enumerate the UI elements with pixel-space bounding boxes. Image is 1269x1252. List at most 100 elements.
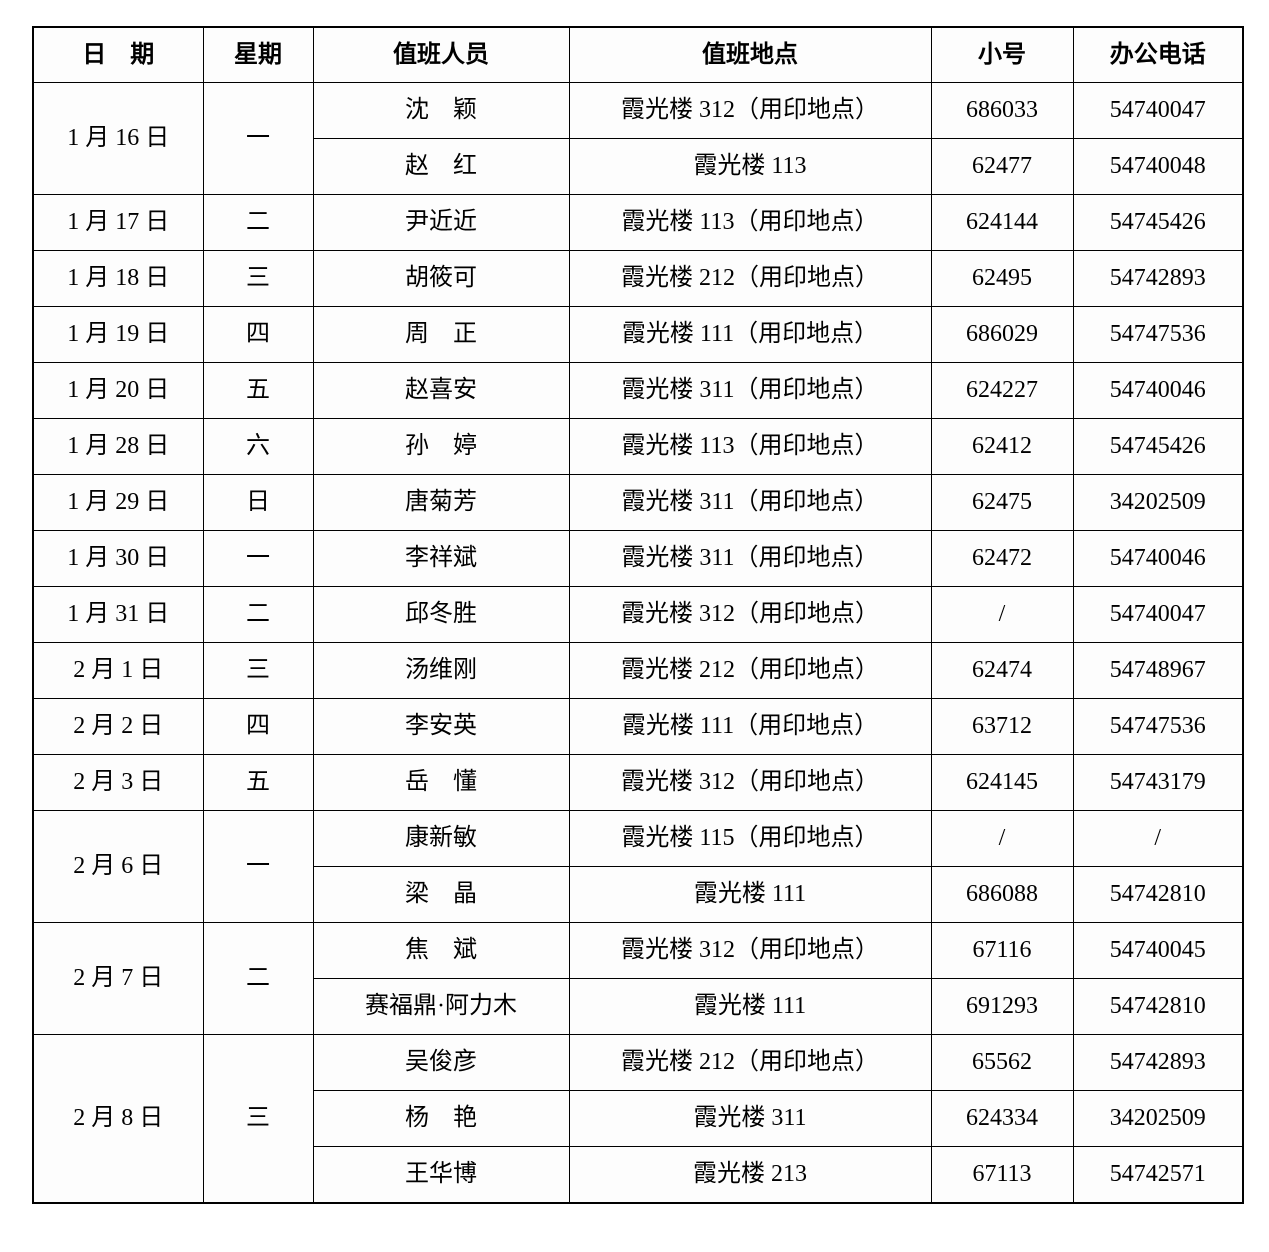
ext-cell: 67116	[930, 922, 1074, 979]
date-cell: 1 月 29 日	[32, 474, 204, 531]
date-cell: 2 月 3 日	[32, 754, 204, 811]
ext-cell: 67113	[930, 1146, 1074, 1204]
person-cell: 赵喜安	[312, 362, 570, 419]
duty-row: 2 月 7 日二焦 斌霞光楼 312（用印地点） 67116 54740045	[32, 922, 1244, 1035]
ext-cell: 624144	[930, 194, 1074, 251]
location-cell: 霞光楼 312（用印地点）	[568, 586, 932, 643]
duty-row: 杨 艳霞光楼 311 624334 34202509	[33, 1090, 1244, 1147]
date-cell: 1 月 19 日	[32, 306, 204, 363]
person-cell: 邱冬胜	[312, 586, 570, 643]
location-cell: 霞光楼 213	[568, 1146, 932, 1204]
phone-cell: 54747536	[1072, 306, 1244, 363]
weekday-cell: 四	[202, 698, 314, 755]
duty-row: 1 月 17 日二尹近近 霞光楼 113（用印地点） 624144 54745426	[32, 194, 1244, 251]
ext-cell: 624145	[930, 754, 1074, 811]
location-cell: 霞光楼 311（用印地点）	[568, 474, 932, 531]
duty-row: 2 月 2 日四李安英 霞光楼 111（用印地点） 63712 54747536	[32, 698, 1244, 755]
phone-cell: 54740048	[1072, 138, 1244, 195]
person-cell: 焦 斌	[312, 922, 570, 979]
ext-cell: 63712	[930, 698, 1074, 755]
weekday-cell: 三	[202, 250, 314, 307]
date-cell: 2 月 2 日	[32, 698, 204, 755]
duty-row: 赛福鼎·阿力木 霞光楼 111 691293 54742810	[33, 978, 1244, 1035]
weekday-cell: 一	[202, 530, 314, 587]
duty-row: 1 月 30 日一李祥斌 霞光楼 311（用印地点） 62472 54740046	[32, 530, 1244, 587]
location-cell: 霞光楼 113（用印地点）	[568, 418, 932, 475]
duty-row: 1 月 16 日一沈 颖霞光楼 312（用印地点） 686033 54740047	[32, 82, 1244, 195]
location-cell: 霞光楼 111	[568, 978, 932, 1035]
duty-row: 2 月 3 日五岳 懂霞光楼 312（用印地点） 624145 54743179	[32, 754, 1244, 811]
duty-row: 1 月 28 日六孙 婷霞光楼 113（用印地点） 62412 54745426	[32, 418, 1244, 475]
location-cell: 霞光楼 111（用印地点）	[568, 698, 932, 755]
weekday-cell: 六	[202, 418, 314, 475]
location-cell: 霞光楼 111（用印地点）	[568, 306, 932, 363]
weekday-cell: 二	[202, 922, 314, 1035]
duty-row: 王华博 霞光楼 213 67113 54742571	[33, 1146, 1244, 1204]
duty-row: 2 月 6 日一康新敏 霞光楼 115（用印地点） / /	[32, 810, 1244, 923]
location-cell: 霞光楼 113（用印地点）	[568, 194, 932, 251]
header-row: 日 期 星期 值班人员 值班地点 小号 办公电话	[32, 26, 1244, 83]
date-cell: 1 月 30 日	[32, 530, 204, 587]
weekday-cell: 日	[202, 474, 314, 531]
person-cell: 康新敏	[312, 810, 570, 867]
location-cell: 霞光楼 115（用印地点）	[568, 810, 932, 867]
person-cell: 沈 颖	[312, 82, 570, 139]
person-cell: 李祥斌	[312, 530, 570, 587]
ext-cell: 624334	[930, 1090, 1074, 1147]
col-header-ext: 小号	[930, 26, 1074, 83]
date-cell: 2 月 7 日	[32, 922, 204, 1035]
duty-row: 2 月 8 日三吴俊彦 霞光楼 212（用印地点） 65562 54742893	[32, 1034, 1244, 1204]
person-cell: 梁 晶	[312, 866, 570, 923]
location-cell: 霞光楼 312（用印地点）	[568, 82, 932, 139]
date-cell: 2 月 8 日	[32, 1034, 204, 1204]
location-cell: 霞光楼 212（用印地点）	[568, 642, 932, 699]
person-cell: 胡筱可	[312, 250, 570, 307]
person-cell: 吴俊彦	[312, 1034, 570, 1091]
person-cell: 赛福鼎·阿力木	[312, 978, 570, 1035]
ext-cell: 62472	[930, 530, 1074, 587]
location-cell: 霞光楼 311（用印地点）	[568, 530, 932, 587]
phone-cell: 54740047	[1072, 586, 1244, 643]
phone-cell: 54745426	[1072, 194, 1244, 251]
person-cell: 王华博	[312, 1146, 570, 1204]
person-cell: 唐菊芳	[312, 474, 570, 531]
phone-cell: 54740045	[1072, 922, 1244, 979]
phone-cell: 54743179	[1072, 754, 1244, 811]
date-cell: 2 月 1 日	[32, 642, 204, 699]
location-cell: 霞光楼 111	[568, 866, 932, 923]
location-cell: 霞光楼 311	[568, 1090, 932, 1147]
col-header-phone: 办公电话	[1072, 26, 1244, 83]
date-cell: 1 月 18 日	[32, 250, 204, 307]
location-cell: 霞光楼 312（用印地点）	[568, 922, 932, 979]
person-cell: 岳 懂	[312, 754, 570, 811]
phone-cell: /	[1072, 810, 1244, 867]
phone-cell: 54742571	[1072, 1146, 1244, 1204]
location-cell: 霞光楼 311（用印地点）	[568, 362, 932, 419]
roster-body: 1 月 16 日一沈 颖霞光楼 312（用印地点） 686033 54740047 赵…	[32, 82, 1244, 1204]
phone-cell: 54742810	[1072, 978, 1244, 1035]
duty-row: 1 月 18 日三胡筱可 霞光楼 212（用印地点） 62495 54742893	[32, 250, 1244, 307]
phone-cell: 54742893	[1072, 250, 1244, 307]
duty-roster-table: 日 期 星期 值班人员 值班地点 小号 办公电话 1 月 16 日一沈 颖霞光楼…	[32, 26, 1244, 1204]
ext-cell: 62495	[930, 250, 1074, 307]
ext-cell: 686029	[930, 306, 1074, 363]
weekday-cell: 二	[202, 194, 314, 251]
date-cell: 1 月 28 日	[32, 418, 204, 475]
date-cell: 2 月 6 日	[32, 810, 204, 923]
duty-row: 2 月 1 日三汤维刚 霞光楼 212（用印地点） 62474 54748967	[32, 642, 1244, 699]
weekday-cell: 一	[202, 82, 314, 195]
location-cell: 霞光楼 113	[568, 138, 932, 195]
person-cell: 赵 红	[312, 138, 570, 195]
phone-cell: 34202509	[1072, 1090, 1244, 1147]
date-cell: 1 月 17 日	[32, 194, 204, 251]
phone-cell: 54740046	[1072, 362, 1244, 419]
weekday-cell: 三	[202, 642, 314, 699]
duty-row: 梁 晶霞光楼 111 686088 54742810	[33, 866, 1244, 923]
duty-row: 1 月 29 日日唐菊芳 霞光楼 311（用印地点） 62475 34202509	[32, 474, 1244, 531]
col-header-weekday: 星期	[202, 26, 314, 83]
person-cell: 孙 婷	[312, 418, 570, 475]
ext-cell: /	[930, 810, 1074, 867]
col-header-location: 值班地点	[568, 26, 932, 83]
phone-cell: 34202509	[1072, 474, 1244, 531]
ext-cell: /	[930, 586, 1074, 643]
